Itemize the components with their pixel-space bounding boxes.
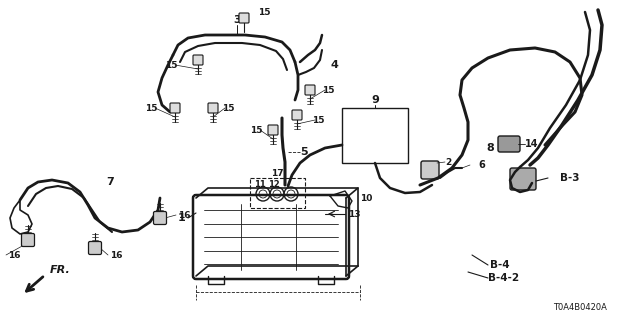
Text: 15: 15 [250, 125, 262, 134]
FancyBboxPatch shape [305, 85, 315, 95]
Text: 2: 2 [445, 157, 451, 166]
Text: 15: 15 [312, 116, 325, 124]
Text: 15: 15 [323, 85, 335, 94]
Text: B-4: B-4 [490, 260, 509, 270]
FancyBboxPatch shape [421, 161, 439, 179]
FancyBboxPatch shape [22, 234, 35, 246]
Text: 5: 5 [300, 147, 308, 157]
FancyBboxPatch shape [170, 103, 180, 113]
Text: 4: 4 [330, 60, 338, 70]
Text: 7: 7 [106, 177, 114, 187]
Text: 11: 11 [254, 180, 266, 188]
Text: 13: 13 [348, 210, 360, 219]
Text: 16: 16 [110, 251, 122, 260]
Bar [342, 108, 408, 163]
Text: 16: 16 [178, 211, 191, 220]
Text: 6: 6 [478, 160, 484, 170]
FancyBboxPatch shape [154, 212, 166, 225]
Text: FR.: FR. [50, 265, 71, 275]
Text: 10: 10 [360, 194, 372, 203]
Text: T0A4B0420A: T0A4B0420A [553, 303, 607, 313]
Text: B-4-2: B-4-2 [488, 273, 519, 283]
Text: B-3: B-3 [560, 173, 579, 183]
Text: 14: 14 [525, 139, 538, 149]
FancyBboxPatch shape [239, 13, 249, 23]
Text: 1: 1 [178, 213, 186, 223]
FancyBboxPatch shape [88, 242, 102, 254]
FancyBboxPatch shape [193, 195, 349, 279]
Text: 15: 15 [145, 103, 157, 113]
FancyBboxPatch shape [208, 103, 218, 113]
Text: 3: 3 [233, 15, 241, 25]
FancyBboxPatch shape [193, 55, 203, 65]
Text: 16: 16 [8, 251, 20, 260]
FancyBboxPatch shape [510, 168, 536, 190]
FancyBboxPatch shape [498, 136, 520, 152]
Text: 15: 15 [223, 103, 235, 113]
Text: 15: 15 [165, 60, 177, 69]
Text: 9: 9 [371, 95, 379, 105]
Text: 8: 8 [486, 143, 493, 153]
Text: 17: 17 [271, 169, 284, 178]
FancyBboxPatch shape [292, 110, 302, 120]
Bar [250, 178, 305, 208]
Text: 12: 12 [268, 180, 280, 188]
FancyBboxPatch shape [268, 125, 278, 135]
Text: 15: 15 [258, 7, 271, 17]
